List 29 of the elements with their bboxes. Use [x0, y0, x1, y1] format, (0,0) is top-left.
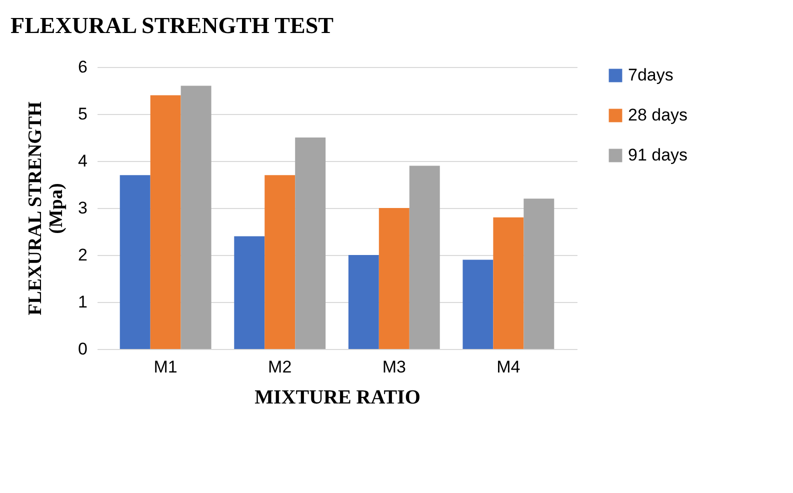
- bar: [180, 86, 212, 349]
- y-tick-label: 4: [78, 152, 88, 170]
- legend-label: 91 days: [628, 146, 688, 164]
- y-tick-label: 0: [78, 340, 88, 358]
- y-tick-label: 2: [78, 246, 88, 264]
- bar: [462, 260, 494, 349]
- y-tick-label: 3: [78, 198, 88, 218]
- bar: [378, 208, 410, 349]
- x-axis-title: MIXTURE RATIO: [254, 386, 420, 408]
- bar: [264, 175, 296, 349]
- legend-label: 7days: [628, 66, 674, 84]
- bar: [493, 217, 524, 349]
- bar: [120, 175, 150, 349]
- bar: [234, 236, 265, 349]
- bar: [524, 198, 554, 349]
- legend-label: 28 days: [628, 106, 688, 124]
- bar: [409, 166, 440, 349]
- x-tick-label: M3: [382, 358, 406, 376]
- y-tick-label: 5: [78, 104, 88, 124]
- y-axis-title: FLEXURAL STRENGTH (Mpa): [25, 101, 68, 316]
- bar: [295, 138, 326, 349]
- bar: [348, 255, 379, 349]
- y-tick-label: 6: [78, 58, 88, 76]
- y-tick-label: 1: [78, 292, 88, 312]
- bar: [150, 95, 181, 349]
- x-tick-label: M2: [268, 358, 292, 376]
- x-tick-label: M1: [154, 358, 178, 376]
- chart-title: FLEXURAL STRENGTH TEST: [10, 13, 334, 38]
- x-tick-label: M4: [496, 358, 520, 376]
